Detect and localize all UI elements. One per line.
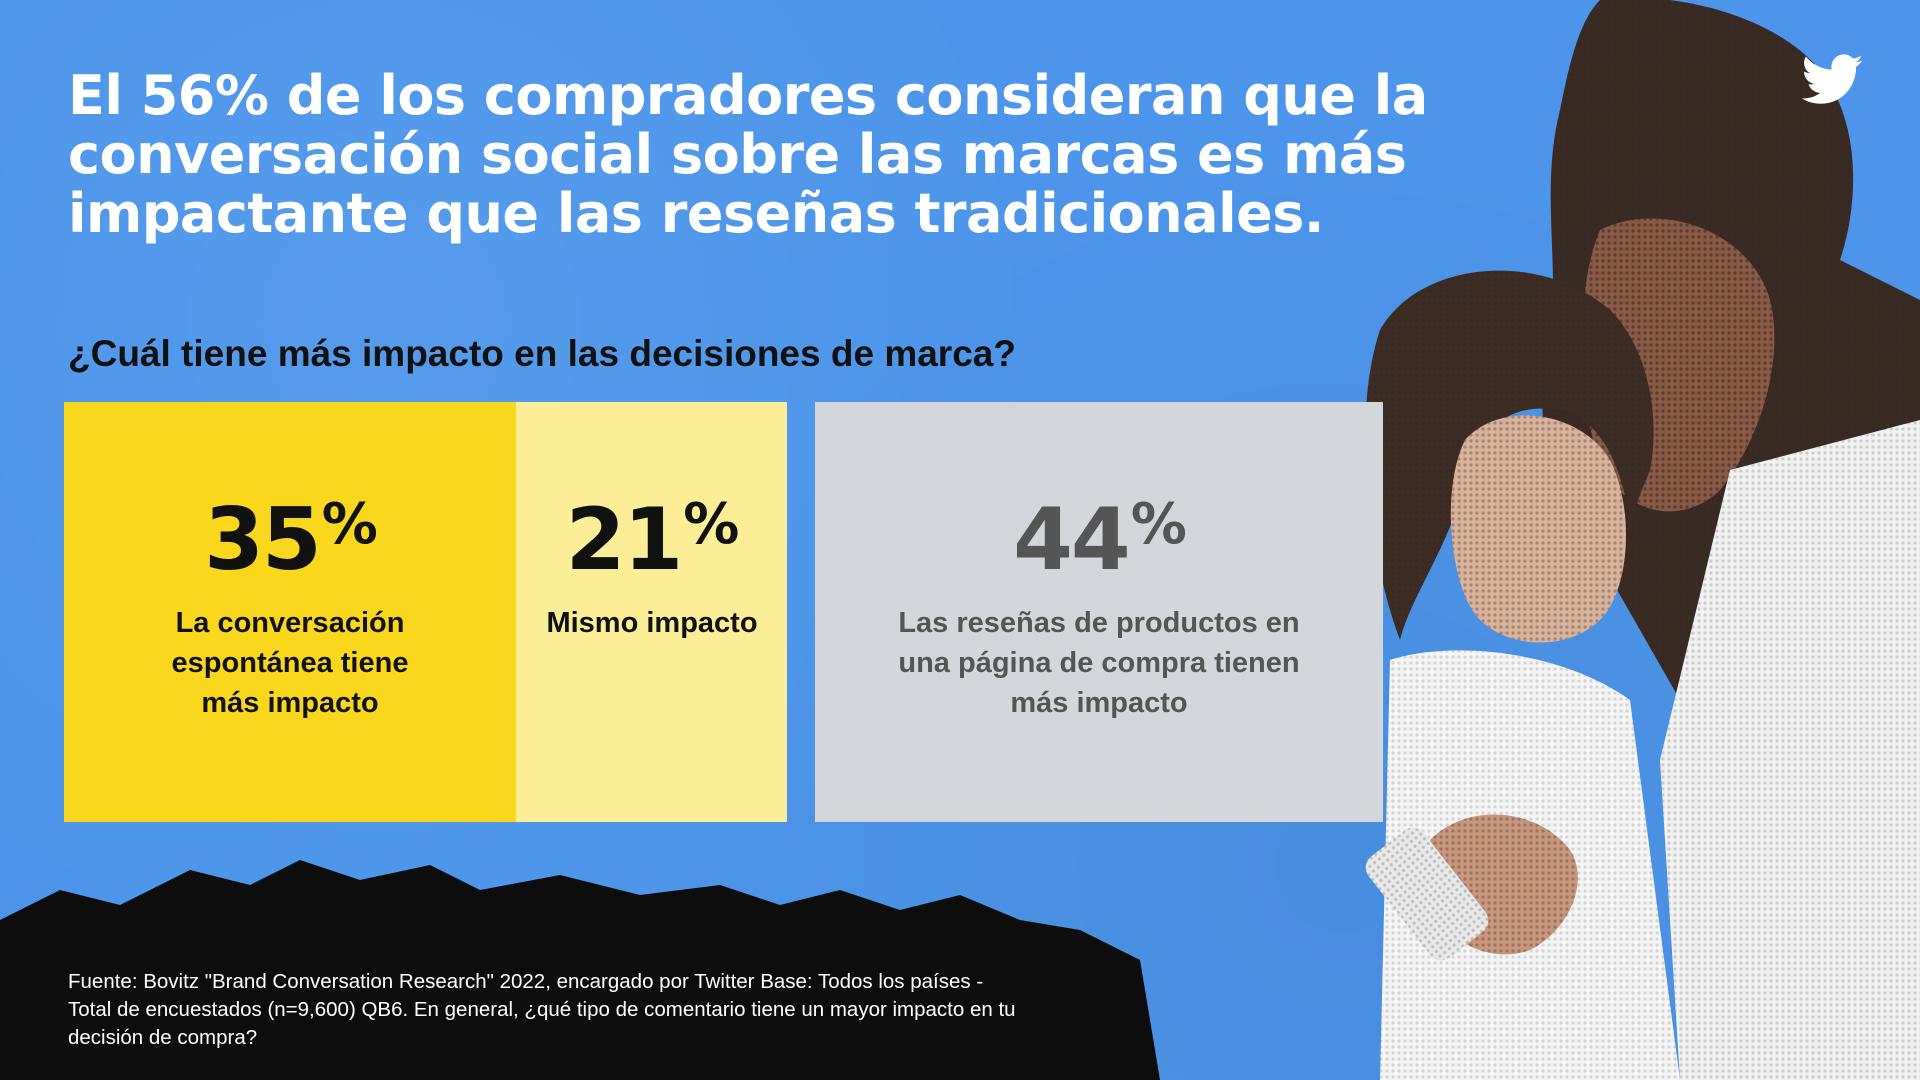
headline: El 56% de los compradores consideran que… [68, 64, 1428, 245]
people-photo [1365, 0, 1920, 1080]
value-label: 44 [1013, 490, 1131, 590]
twitter-bird-icon [1802, 54, 1863, 104]
value-label: 35 [204, 490, 322, 590]
data-label-3: 44% [815, 497, 1383, 584]
data-label-1: 35% [64, 497, 516, 584]
data-label-2: 21% [516, 497, 787, 584]
percent-sign: % [1130, 492, 1187, 557]
category-label-3: Las reseñas de productos en una página d… [898, 607, 1300, 719]
value-label: 21 [565, 490, 684, 590]
percent-sign: % [683, 492, 739, 557]
source-footnote: Fuente: Bovitz "Brand Conversation Resea… [68, 970, 1016, 1049]
percent-sign: % [321, 492, 378, 557]
category-label-2: Mismo impacto [546, 607, 758, 639]
category-label-1: La conversación espontánea tiene más imp… [171, 607, 409, 719]
bar-segment-1: 35% La conversación espontánea tiene más … [64, 402, 516, 822]
bar-segment-2: 21% Mismo impacto [516, 402, 787, 822]
footer-band [0, 860, 1160, 1080]
bar-segment-3: 44% Las reseñas de productos en una págin… [815, 402, 1383, 822]
chart-question: ¿Cuál tiene más impacto en las decisione… [68, 333, 1016, 374]
stacked-bar-chart: 35% La conversación espontánea tiene más … [64, 402, 1384, 822]
